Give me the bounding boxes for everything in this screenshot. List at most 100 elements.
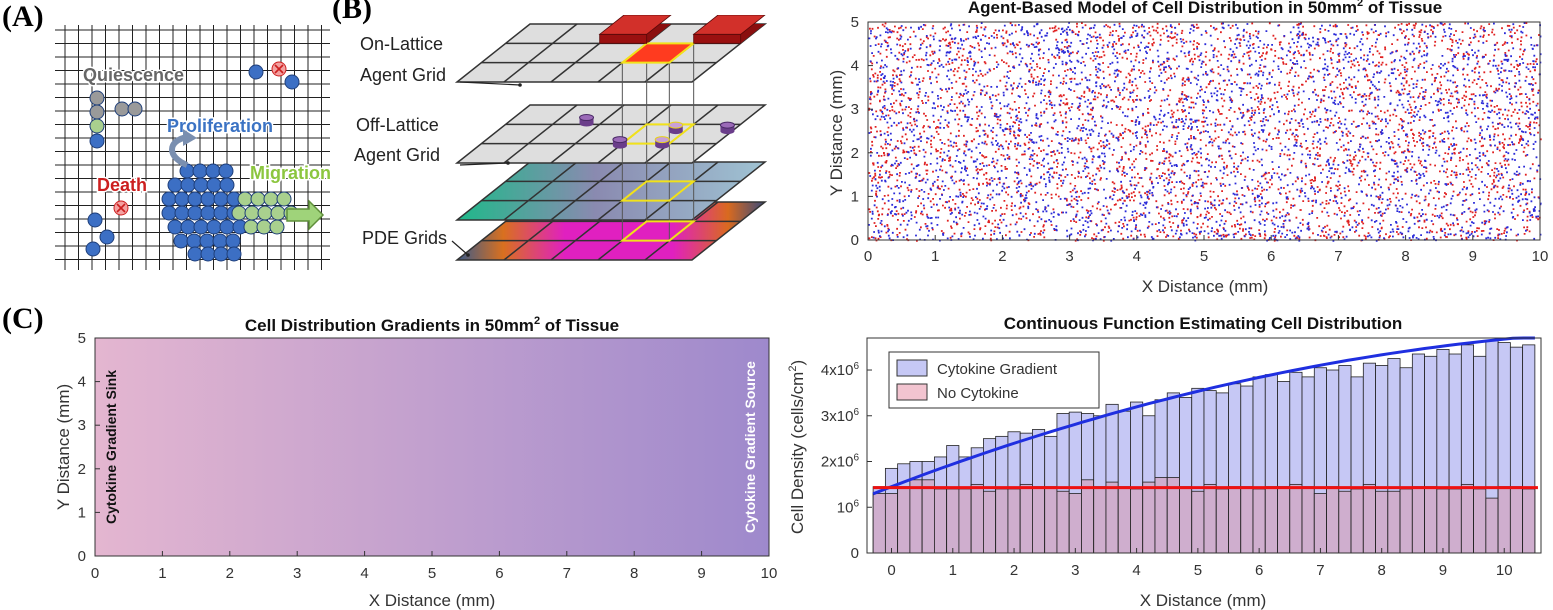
- highlighted-cell: [619, 42, 697, 64]
- bar-no-cytokine: [1081, 479, 1095, 554]
- quiescent-cell: [127, 101, 143, 117]
- cell-agent: [200, 191, 216, 207]
- bar-no-cytokine: [1068, 493, 1082, 554]
- x-tick-label: 10: [761, 565, 778, 582]
- migrating-cell: [243, 219, 259, 235]
- bar-no-cytokine: [1056, 490, 1070, 554]
- death-label: Death: [97, 175, 147, 195]
- bar-no-cytokine: [1301, 486, 1315, 554]
- on-lattice-label-1: On-Lattice: [360, 34, 443, 54]
- bar-no-cytokine: [1228, 486, 1242, 554]
- off-lattice-agent-base: [579, 120, 594, 127]
- bar-no-cytokine: [1215, 488, 1229, 554]
- dead-cell-icon: [271, 61, 287, 77]
- pointer-arrow-tip: [518, 83, 522, 87]
- agent-block-top: [598, 15, 672, 35]
- legend-swatch-cytokine: [896, 359, 928, 377]
- bar-no-cytokine: [1130, 488, 1144, 554]
- layer-grid-line: [550, 104, 625, 164]
- bar-no-cytokine: [1497, 486, 1511, 554]
- cell-agent: [213, 246, 229, 262]
- migrating-cell: [256, 219, 272, 235]
- x-tick-label: 0: [91, 565, 99, 582]
- legend-label-cytokine: Cytokine Gradient: [937, 361, 1058, 378]
- dead-cell-icon: [113, 200, 129, 216]
- cell-agent: [167, 219, 183, 235]
- source-annotation: Cytokine Gradient Source: [742, 361, 758, 533]
- gradient-title: Cell Distribution Gradients in 50mm2 of …: [245, 315, 619, 335]
- cell-agent: [219, 177, 235, 193]
- x-tick-label: 3: [1071, 562, 1079, 579]
- y-tick-label: 3: [78, 417, 86, 434]
- bar-no-cytokine: [1044, 486, 1058, 554]
- scatter-xlabel: X Distance (mm): [1142, 277, 1269, 296]
- y-tick-label: 1: [78, 504, 86, 521]
- bar-no-cytokine: [1326, 486, 1340, 554]
- bar-no-cytokine: [1375, 490, 1389, 554]
- bar-no-cytokine: [1289, 483, 1303, 554]
- x-tick-label: 8: [630, 565, 638, 582]
- y-tick-label: 1: [851, 188, 859, 205]
- bar-no-cytokine: [958, 488, 972, 554]
- on-lattice-label-2: Agent Grid: [360, 65, 446, 85]
- x-tick-label: 9: [1439, 562, 1447, 579]
- agent-block-top: [692, 15, 766, 35]
- y-tick-label: 2: [78, 461, 86, 478]
- bar-no-cytokine: [1179, 486, 1193, 554]
- x-tick-label: 6: [1255, 562, 1263, 579]
- bar-no-cytokine: [1191, 490, 1205, 554]
- bar-no-cytokine: [1142, 481, 1156, 554]
- bar-no-cytokine: [1460, 483, 1475, 554]
- x-tick-label: 7: [1316, 562, 1324, 579]
- x-tick-label: 2: [226, 565, 234, 582]
- off-lattice-agent-base: [720, 128, 735, 135]
- proliferation-arrowhead-icon: [183, 129, 197, 146]
- off-lattice-grid: [454, 104, 768, 164]
- pointer-arrow-tip: [506, 161, 510, 165]
- cell-agent: [199, 233, 215, 249]
- cell-agent: [167, 177, 183, 193]
- scatter-points-blue: [868, 22, 1542, 242]
- cell-agent: [89, 133, 105, 149]
- y-tick-label: 4: [851, 58, 859, 75]
- x-tick-label: 9: [1469, 248, 1477, 265]
- bar-no-cytokine: [1350, 488, 1364, 554]
- pointer-arrow-icon: [459, 162, 509, 166]
- off-lattice-agent-top: [612, 136, 628, 144]
- y-tick-label: 3: [851, 101, 859, 118]
- gradient-field: [94, 337, 770, 557]
- sink-annotation: Cytokine Gradient Sink: [103, 370, 119, 524]
- bar-no-cytokine: [1264, 486, 1278, 554]
- panel-label-b: (B): [332, 0, 372, 25]
- pointer-arrow-tip: [466, 253, 470, 257]
- migrating-cell: [250, 191, 266, 207]
- x-tick-label: 6: [495, 565, 503, 582]
- density-bar-chart: Continuous Function Estimating Cell Dist…: [787, 314, 1542, 610]
- x-tick-label: 0: [864, 248, 872, 265]
- panel-label-c: (C): [2, 302, 44, 335]
- cell-agent: [187, 191, 203, 207]
- cell-agent: [161, 205, 177, 221]
- bar-no-cytokine: [1313, 493, 1327, 554]
- pointer-arrow-icon: [459, 81, 521, 86]
- x-tick-label: 5: [1200, 248, 1208, 265]
- x-tick-label: 5: [1194, 562, 1202, 579]
- cell-agent: [193, 219, 209, 235]
- panel-label-a: (A): [2, 0, 44, 33]
- cell-agent: [200, 246, 216, 262]
- legend: Cytokine Gradient No Cytokine: [888, 351, 1100, 409]
- cell-agent: [213, 191, 229, 207]
- migrating-cell: [276, 191, 292, 207]
- migrating-cell: [263, 191, 279, 207]
- cell-agent: [87, 212, 103, 228]
- cell-agent: [180, 219, 196, 235]
- bar-no-cytokine: [1399, 488, 1413, 554]
- cell-agent: [180, 177, 196, 193]
- x-tick-label: 10: [1496, 562, 1513, 579]
- layer-grid-line: [503, 104, 578, 164]
- agent-block-side: [693, 33, 742, 44]
- x-tick-label: 1: [949, 562, 957, 579]
- cell-agent: [248, 64, 264, 80]
- bars-title: Continuous Function Estimating Cell Dist…: [1004, 314, 1403, 333]
- bar-no-cytokine: [921, 479, 935, 554]
